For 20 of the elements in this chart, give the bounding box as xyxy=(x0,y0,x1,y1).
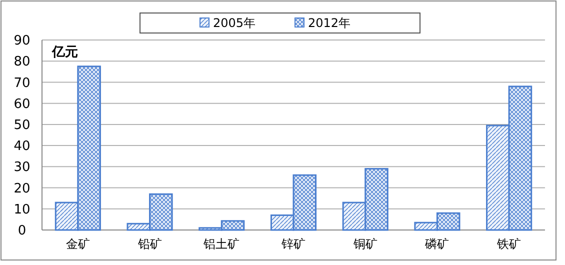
y-tick-label: 30 xyxy=(14,160,30,176)
y-tick-label: 90 xyxy=(14,34,30,49)
y-tick-label: 80 xyxy=(14,54,30,70)
y-tick-label: 20 xyxy=(14,181,30,196)
x-tick-label: 锌矿 xyxy=(280,237,306,251)
legend-label: 2012年 xyxy=(308,16,351,30)
x-tick-label: 铜矿 xyxy=(352,237,378,251)
y-tick-label: 10 xyxy=(14,202,30,218)
y-axis-title: 亿元 xyxy=(51,45,78,60)
y-tick-label: 0 xyxy=(18,224,26,239)
y-tick-label: 60 xyxy=(14,96,30,112)
y-tick-label: 40 xyxy=(14,139,30,154)
x-tick-label: 金矿 xyxy=(66,237,90,251)
x-tick-label: 铝土矿 xyxy=(202,237,240,251)
y-tick-label: 50 xyxy=(14,118,30,133)
legend-label: 2005年 xyxy=(213,16,256,30)
x-tick-label: 铁矿 xyxy=(496,237,522,251)
x-tick-label: 铅矿 xyxy=(136,237,162,251)
x-tick-label: 磷矿 xyxy=(424,237,450,251)
y-tick-label: 70 xyxy=(14,76,30,91)
